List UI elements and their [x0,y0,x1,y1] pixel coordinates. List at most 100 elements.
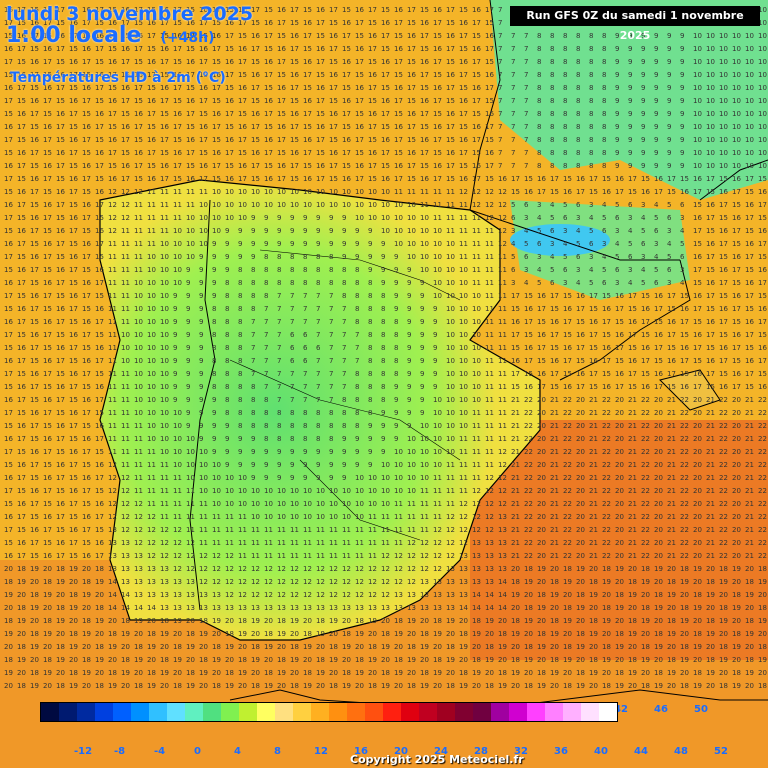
svg-text:12: 12 [433,539,442,547]
svg-text:11: 11 [459,253,468,261]
copyright-label: Copyright 2025 Meteociel.fr [350,753,524,766]
svg-text:18: 18 [420,630,429,638]
svg-text:18: 18 [134,643,143,651]
svg-text:15: 15 [4,110,13,118]
svg-text:15: 15 [108,45,117,53]
svg-text:11: 11 [498,344,507,352]
svg-text:11: 11 [160,500,169,508]
svg-text:10: 10 [134,292,143,300]
svg-text:20: 20 [43,643,52,651]
svg-text:15: 15 [212,97,221,105]
svg-text:6: 6 [615,214,620,222]
svg-text:3: 3 [524,266,528,274]
svg-text:20: 20 [732,539,741,547]
svg-text:15: 15 [758,331,767,339]
svg-text:7: 7 [316,331,320,339]
svg-text:12: 12 [121,474,130,482]
svg-text:11: 11 [173,474,182,482]
svg-text:7: 7 [264,344,268,352]
svg-text:6: 6 [303,331,308,339]
svg-text:3: 3 [537,201,541,209]
svg-text:17: 17 [160,19,169,27]
svg-text:8: 8 [225,357,229,365]
svg-text:15: 15 [290,58,299,66]
svg-text:17: 17 [602,357,611,365]
svg-text:18: 18 [511,578,520,586]
svg-text:19: 19 [199,669,208,677]
svg-text:9: 9 [186,318,190,326]
svg-text:20: 20 [654,500,663,508]
svg-text:20: 20 [732,422,741,430]
svg-text:20: 20 [576,487,585,495]
svg-text:11: 11 [225,513,234,521]
svg-text:13: 13 [173,604,182,612]
svg-text:17: 17 [147,32,156,40]
svg-text:11: 11 [446,188,455,196]
svg-text:22: 22 [641,422,650,430]
svg-text:17: 17 [537,305,546,313]
svg-text:17: 17 [719,318,728,326]
svg-text:9: 9 [173,357,177,365]
svg-text:9: 9 [303,240,307,248]
svg-text:9: 9 [433,370,437,378]
svg-text:11: 11 [108,253,117,261]
svg-text:9: 9 [355,227,359,235]
svg-text:10: 10 [433,396,442,404]
svg-text:11: 11 [459,214,468,222]
svg-text:10: 10 [472,292,481,300]
svg-text:7: 7 [290,305,294,313]
svg-text:17: 17 [56,513,65,521]
svg-text:9: 9 [394,305,398,313]
svg-text:17: 17 [134,123,143,131]
svg-text:20: 20 [108,656,117,664]
svg-text:10: 10 [173,461,182,469]
svg-text:20: 20 [732,617,741,625]
svg-text:12: 12 [355,591,364,599]
svg-text:20: 20 [147,656,156,664]
svg-text:13: 13 [420,604,429,612]
svg-text:21: 21 [628,474,637,482]
svg-text:16: 16 [56,422,65,430]
svg-text:15: 15 [446,97,455,105]
svg-text:16: 16 [303,97,312,105]
svg-text:9: 9 [641,162,645,170]
svg-text:5: 5 [563,201,567,209]
svg-text:10: 10 [446,435,455,443]
svg-text:10: 10 [433,240,442,248]
svg-text:16: 16 [212,110,221,118]
svg-text:19: 19 [160,669,169,677]
svg-text:15: 15 [719,370,728,378]
svg-text:17: 17 [43,136,52,144]
svg-text:20: 20 [4,682,13,690]
svg-text:10: 10 [472,370,481,378]
svg-text:15: 15 [589,188,598,196]
svg-text:8: 8 [589,45,593,53]
svg-text:16: 16 [641,344,650,352]
svg-text:18: 18 [628,578,637,586]
svg-text:9: 9 [368,227,372,235]
svg-text:9: 9 [199,396,203,404]
forecast-local-time: 1:00 locale [6,23,142,48]
svg-text:21: 21 [589,474,598,482]
svg-text:17: 17 [732,344,741,352]
svg-text:10: 10 [459,422,468,430]
svg-text:16: 16 [589,318,598,326]
svg-text:17: 17 [550,175,559,183]
svg-text:17: 17 [17,396,26,404]
svg-text:8: 8 [394,331,398,339]
svg-text:9: 9 [212,396,216,404]
svg-text:15: 15 [706,266,715,274]
svg-text:20: 20 [615,448,624,456]
svg-text:16: 16 [264,97,273,105]
svg-text:8: 8 [238,357,242,365]
svg-text:15: 15 [43,383,52,391]
svg-text:10: 10 [160,448,169,456]
svg-text:20: 20 [199,643,208,651]
svg-text:22: 22 [524,526,533,534]
svg-text:20: 20 [472,643,481,651]
svg-text:16: 16 [576,175,585,183]
svg-text:16: 16 [355,162,364,170]
svg-text:16: 16 [30,331,39,339]
svg-text:11: 11 [160,513,169,521]
svg-text:10: 10 [459,344,468,352]
